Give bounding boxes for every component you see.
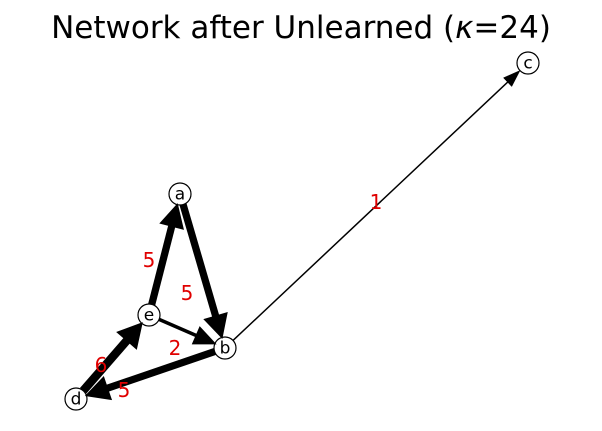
node-circle <box>213 336 237 360</box>
node-label-b: b <box>220 339 231 359</box>
node-a: a <box>168 182 192 206</box>
edge-b-d <box>84 348 216 401</box>
edge-label-e-a: 5 <box>143 248 156 272</box>
edge-line <box>232 80 510 342</box>
node-circle <box>64 387 88 411</box>
node-circle <box>137 303 161 327</box>
title-prefix: Network after Unlearned ( <box>51 10 455 46</box>
arrowhead-icon <box>191 326 217 345</box>
node-label-d: d <box>71 390 82 410</box>
edge-d-e <box>80 322 143 394</box>
node-d: d <box>64 387 88 411</box>
arrowhead-icon <box>84 376 113 401</box>
arrowhead-icon <box>203 312 228 339</box>
node-label-a: a <box>175 185 185 205</box>
edge-e-a <box>148 203 184 306</box>
arrowhead-icon <box>159 203 184 230</box>
edge-line <box>158 317 199 338</box>
edge-line <box>148 223 176 306</box>
node-circle <box>168 182 192 206</box>
node-c: c <box>516 51 540 75</box>
edges-layer <box>80 70 521 401</box>
node-circle <box>516 51 540 75</box>
node-label-c: c <box>523 54 532 74</box>
arrowhead-icon <box>116 322 143 350</box>
edge-line <box>80 336 132 394</box>
edge-line <box>104 348 216 393</box>
title-suffix: =24) <box>473 10 551 46</box>
title-kappa-symbol: κ <box>455 10 474 46</box>
nodes-layer: a b c d e <box>64 51 540 411</box>
edge-label-e-b: 2 <box>169 336 182 360</box>
arrowhead-icon <box>503 70 521 87</box>
node-label-e: e <box>144 306 154 326</box>
node-b: b <box>213 336 237 360</box>
edge-label-a-b: 5 <box>181 281 194 305</box>
edge-label-b-d: 5 <box>118 378 131 402</box>
edge-line <box>179 203 220 320</box>
edge-b-c <box>232 70 521 342</box>
edge-e-b <box>158 317 217 345</box>
edge-label-b-c: 1 <box>370 190 383 214</box>
edge-label-d-e: 6 <box>95 353 108 377</box>
edge-a-b <box>179 203 228 339</box>
node-e: e <box>137 303 161 327</box>
diagram-title: Network after Unlearned (κ=24) <box>51 10 551 46</box>
